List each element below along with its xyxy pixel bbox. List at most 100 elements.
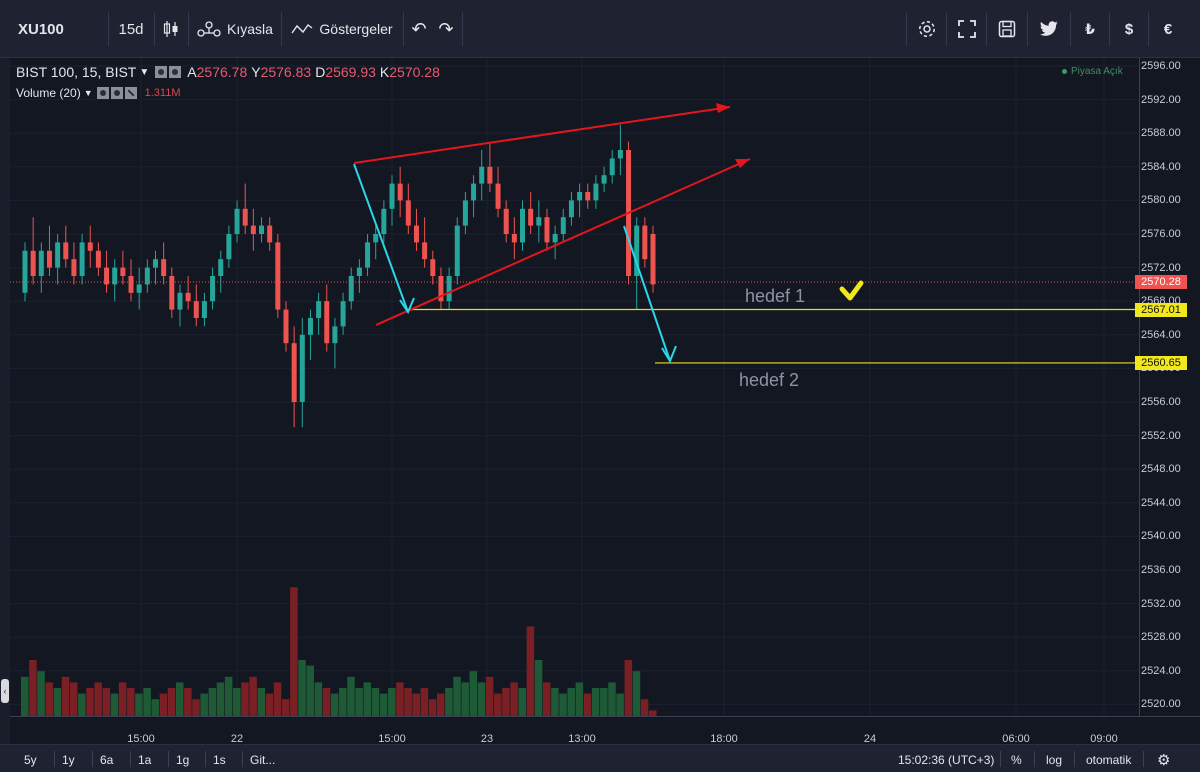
volume-bar: [241, 682, 249, 716]
volume-menu-icon[interactable]: ▼: [83, 88, 93, 98]
candle-body: [520, 208, 526, 243]
price-axis-label: 2524.00: [1141, 664, 1181, 677]
bottom-divider: [205, 751, 206, 767]
candles-icon[interactable]: [156, 10, 186, 48]
range-button[interactable]: 1a: [138, 752, 152, 767]
candle-body: [536, 217, 542, 226]
candle-body: [250, 225, 256, 234]
left-sidebar-strip: [0, 58, 10, 744]
percent-toggle[interactable]: %: [1011, 752, 1022, 767]
volume-bar: [567, 688, 575, 716]
bottom-divider: [1143, 751, 1144, 767]
range-button[interactable]: 1g: [176, 752, 190, 767]
target2-annotation[interactable]: hedef 2: [739, 370, 800, 390]
volume-bar: [265, 693, 274, 716]
candle-body: [152, 259, 158, 268]
volume-bar: [281, 699, 290, 716]
bottom-divider: [168, 751, 169, 767]
candle-body: [438, 276, 444, 302]
volume-bar: [184, 688, 192, 716]
volume-bar: [559, 693, 567, 716]
compare-button[interactable]: Kıyasla: [192, 10, 278, 48]
fullscreen-icon[interactable]: [950, 10, 984, 48]
bottom-divider: [1074, 751, 1075, 767]
candle-body: [185, 292, 191, 302]
visibility-icon[interactable]: [96, 87, 109, 99]
series-legend[interactable]: BIST 100, 15, BIST ▼ A 2576.78 Y 2576.83 D…: [16, 64, 440, 80]
volume-bar: [412, 693, 420, 716]
volume-bar: [445, 688, 453, 716]
series-menu-icon[interactable]: ▼: [139, 66, 150, 78]
redo-icon[interactable]: ↷: [438, 18, 454, 39]
save-icon[interactable]: [990, 10, 1024, 48]
candle-body: [332, 326, 338, 344]
volume-bar: [167, 688, 176, 716]
volume-bar: [542, 682, 551, 716]
candle-body: [373, 234, 379, 243]
symbol-search[interactable]: XU100: [18, 20, 64, 38]
target1-price-tag: 2567.01: [1135, 302, 1187, 317]
range-button[interactable]: 6a: [100, 752, 114, 767]
bottom-divider: [1034, 751, 1035, 767]
lira-button[interactable]: ₺: [1085, 20, 1095, 37]
close-icon[interactable]: [124, 87, 137, 99]
volume-label[interactable]: Volume (20): [16, 86, 81, 100]
twitter-icon[interactable]: [1031, 10, 1067, 48]
close-value: 2570.28: [389, 64, 440, 80]
range-button[interactable]: 1y: [62, 752, 75, 767]
volume-legend[interactable]: Volume (20) ▼ 1.311M: [16, 86, 181, 100]
interval-button[interactable]: 15d: [118, 20, 144, 38]
price-axis-label: 2588.00: [1141, 127, 1181, 140]
series-name[interactable]: BIST 100, 15, BIST: [16, 64, 137, 80]
compare-icon: [197, 21, 221, 37]
grid-lines: [10, 58, 1139, 716]
undo-icon[interactable]: ↶: [411, 18, 427, 39]
log-toggle[interactable]: log: [1046, 752, 1063, 767]
time-axis-label: 22: [230, 733, 244, 745]
format-icon[interactable]: [169, 66, 182, 78]
visibility-icon[interactable]: [155, 66, 168, 78]
dollar-button[interactable]: $: [1124, 20, 1134, 38]
candle-body: [87, 242, 93, 251]
volume-bar: [94, 682, 102, 716]
format-icon[interactable]: [110, 87, 123, 99]
price-axis-label: 2572.00: [1141, 261, 1181, 274]
indicators-button[interactable]: Göstergeler: [284, 10, 400, 48]
toolbar-divider: [188, 12, 189, 46]
volume-bar: [78, 693, 86, 716]
candles: [22, 124, 656, 428]
volume-bar: [404, 688, 412, 716]
time-axis[interactable]: [10, 716, 1200, 744]
clock-readout[interactable]: 15:02:36 (UTC+3): [898, 752, 995, 767]
toolbar-divider: [1109, 12, 1110, 46]
chart-settings-icon[interactable]: ⚙: [1157, 751, 1171, 769]
price-axis[interactable]: [1139, 58, 1200, 744]
euro-button[interactable]: €: [1163, 20, 1173, 38]
volume-bar: [143, 688, 151, 716]
chart-pane[interactable]: [10, 58, 1139, 744]
candle-body: [422, 242, 428, 260]
volume-bar: [37, 671, 45, 716]
volume-bar: [591, 688, 600, 716]
settings-icon[interactable]: [910, 10, 944, 48]
candle-body: [316, 301, 322, 318]
candle-body: [177, 292, 183, 310]
candle-body: [365, 242, 371, 268]
sidebar-toggle-handle[interactable]: ‹: [1, 679, 9, 703]
target1-annotation[interactable]: hedef 1: [745, 286, 806, 306]
candle-body: [193, 301, 199, 318]
volume-bar: [616, 693, 624, 716]
chart-canvas[interactable]: [10, 58, 1139, 744]
open-value: 2576.78: [196, 64, 248, 80]
volume-bar: [461, 682, 469, 716]
volume-bar: [477, 682, 486, 716]
price-axis-label: 2556.00: [1141, 396, 1181, 408]
time-axis-label: 06:00: [1002, 733, 1030, 745]
range-button[interactable]: Git...: [250, 752, 276, 767]
price-axis-label: 2592.00: [1141, 93, 1181, 106]
toolbar-divider: [906, 12, 907, 46]
range-button[interactable]: 5y: [24, 752, 37, 767]
auto-scale-toggle[interactable]: otomatik: [1086, 752, 1132, 767]
time-axis-label: 24: [863, 733, 877, 745]
range-button[interactable]: 1s: [213, 752, 226, 767]
